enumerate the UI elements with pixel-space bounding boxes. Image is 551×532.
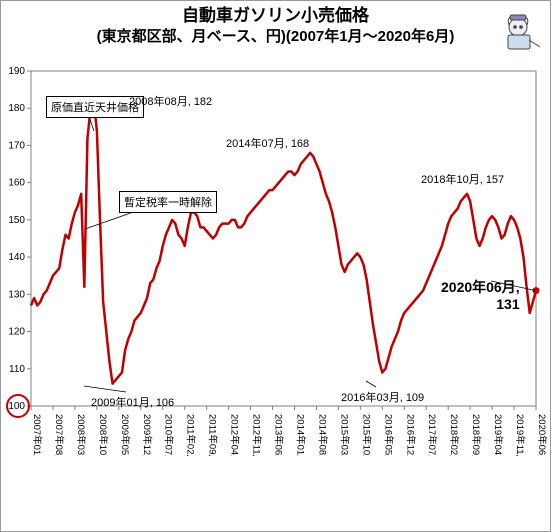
callout-label: 2009年01月, 106: [91, 394, 174, 410]
svg-text:2017年07月: 2017年07月: [426, 414, 438, 456]
svg-text:2012年11月: 2012年11月: [251, 414, 263, 456]
svg-text:180: 180: [8, 103, 25, 114]
callout-label: 2016年03月, 109: [341, 389, 424, 405]
plot-area: 1001101201301401501601701801902007年01月20…: [1, 1, 550, 456]
svg-text:170: 170: [8, 140, 25, 151]
svg-text:2009年05月: 2009年05月: [119, 414, 131, 456]
svg-text:2020年06月: 2020年06月: [536, 414, 548, 456]
svg-text:2009年12月: 2009年12月: [141, 414, 153, 456]
svg-text:160: 160: [8, 178, 25, 189]
svg-text:2007年08月: 2007年08月: [53, 414, 65, 456]
final-callout: 2020年06月,131: [441, 279, 520, 313]
baseline-circle-marker: [3, 391, 33, 421]
svg-text:2008年03月: 2008年03月: [75, 414, 87, 456]
svg-text:140: 140: [8, 252, 25, 263]
svg-text:110: 110: [9, 364, 25, 375]
svg-text:2014年08月: 2014年08月: [316, 414, 328, 456]
svg-text:190: 190: [8, 66, 25, 77]
svg-text:2015年03月: 2015年03月: [338, 414, 350, 456]
callout-label: 2014年07月, 168: [226, 135, 309, 151]
svg-text:2008年10月: 2008年10月: [97, 414, 109, 456]
svg-text:2018年02月: 2018年02月: [448, 414, 460, 456]
callout-label: 2008年08月, 182: [129, 93, 212, 109]
svg-text:2010年07月: 2010年07月: [163, 414, 175, 456]
svg-text:2012年04月: 2012年04月: [229, 414, 241, 456]
svg-text:2013年06月: 2013年06月: [273, 414, 285, 456]
callout-label: 2018年10月, 157: [421, 171, 504, 187]
annotation-box: 暫定税率一時解除: [119, 191, 217, 213]
chart-container: 自動車ガソリン小売価格 (東京都区部、月ベース、円)(2007年1月～2020年…: [0, 0, 551, 532]
svg-text:2015年10月: 2015年10月: [360, 414, 372, 456]
svg-text:2011年02月: 2011年02月: [185, 414, 197, 456]
svg-text:150: 150: [8, 215, 25, 226]
svg-text:130: 130: [8, 289, 25, 300]
svg-text:2016年05月: 2016年05月: [382, 414, 394, 456]
mascot-icon: [496, 7, 544, 55]
svg-text:2016年12月: 2016年12月: [404, 414, 416, 456]
svg-text:2019年04月: 2019年04月: [492, 414, 504, 456]
svg-text:2011年09月: 2011年09月: [207, 414, 219, 456]
svg-text:120: 120: [8, 327, 25, 338]
svg-text:2014年01月: 2014年01月: [294, 414, 306, 456]
svg-text:2018年09月: 2018年09月: [470, 414, 482, 456]
svg-text:2019年11月: 2019年11月: [514, 414, 526, 456]
